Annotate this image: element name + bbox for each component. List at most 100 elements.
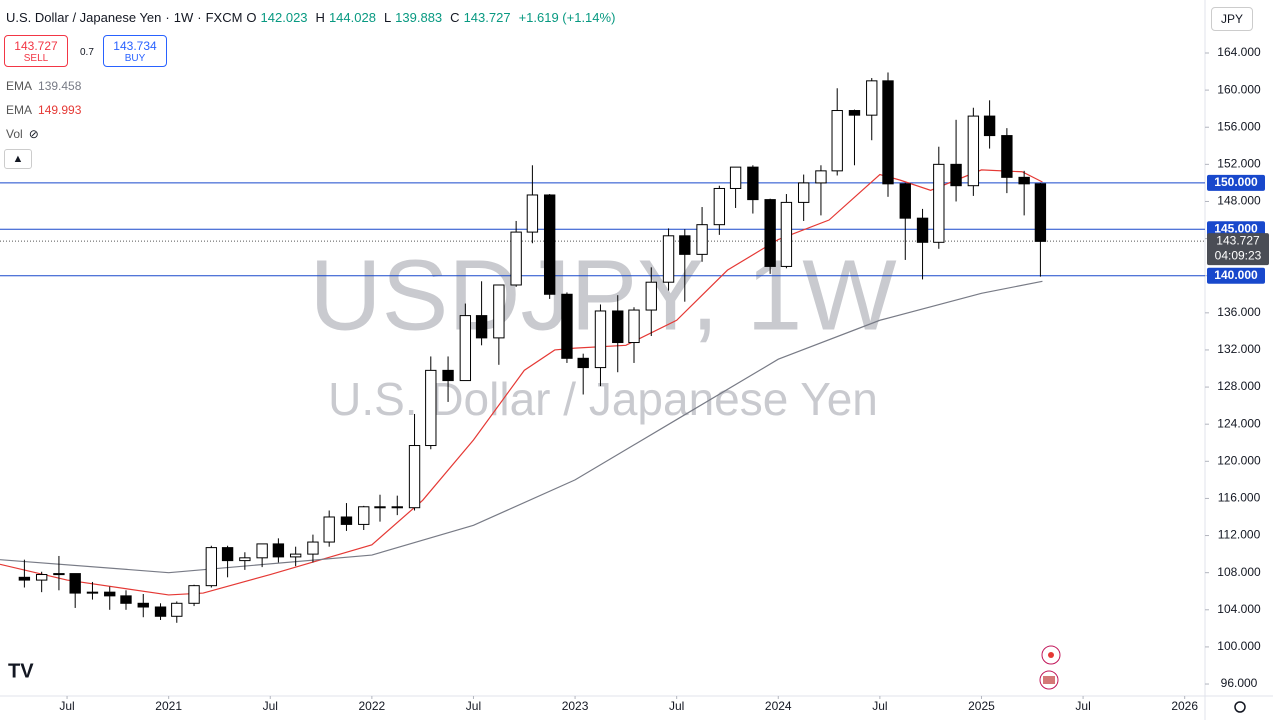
x-tick-label: 2026 <box>1171 699 1198 713</box>
candle <box>729 166 742 208</box>
candle <box>628 307 640 363</box>
candle-body <box>645 281 657 311</box>
candle <box>323 510 335 547</box>
candle-body <box>120 595 132 604</box>
candle <box>205 545 218 588</box>
x-tick-label: 2024 <box>765 699 792 713</box>
candle <box>561 292 573 363</box>
collapse-button[interactable]: ▲ <box>4 149 32 169</box>
candle-body <box>1034 183 1047 242</box>
ohlc-value: 144.028 <box>328 10 376 25</box>
y-tick-label: 116.000 <box>1218 491 1261 505</box>
candle-body <box>983 115 996 137</box>
change: +1.619 (+1.14%) <box>518 10 616 25</box>
svg-text:TV: TV <box>8 660 34 682</box>
candle-body <box>780 201 793 267</box>
currency-button[interactable]: JPY <box>1211 7 1253 31</box>
candle-body <box>239 557 251 562</box>
candle <box>69 573 81 608</box>
candle <box>221 545 234 578</box>
y-tick-label: 100.000 <box>1217 639 1261 653</box>
candle <box>848 109 861 166</box>
candle-body <box>205 547 218 587</box>
candle-body <box>272 543 285 558</box>
candle-body <box>154 606 167 617</box>
candle-body <box>561 293 573 359</box>
candle-body <box>86 591 99 594</box>
indicator-value: 139.458 <box>38 79 82 93</box>
buy-label: BUY <box>124 53 146 64</box>
y-tick-label: 152.000 <box>1217 157 1261 171</box>
candle-body <box>1001 135 1013 178</box>
level-label-box <box>1207 267 1265 284</box>
candle-body <box>577 357 589 369</box>
candle <box>442 356 454 402</box>
x-tick-label: Jul <box>1075 699 1090 713</box>
indicator[interactable]: EMA 139.458 <box>6 79 81 93</box>
candle <box>340 503 353 531</box>
settings-icon[interactable] <box>1234 701 1246 713</box>
candle <box>882 72 894 197</box>
candle-body <box>747 166 759 201</box>
candle <box>831 88 843 176</box>
candle <box>815 165 827 216</box>
event-icon[interactable] <box>1041 645 1061 665</box>
source: FXCM <box>205 10 243 25</box>
candle <box>358 505 370 530</box>
indicator-value: 149.993 <box>38 103 82 117</box>
candle <box>1001 128 1013 194</box>
indicator[interactable]: EMA 149.993 <box>6 103 81 117</box>
candle-body <box>662 235 675 283</box>
candle <box>289 546 302 567</box>
candle-body <box>256 543 268 559</box>
candle-body <box>967 115 980 187</box>
candle <box>797 174 810 221</box>
candle-body <box>848 110 861 116</box>
tv-logo: TV <box>8 660 34 682</box>
candle-body <box>221 547 234 562</box>
sell-price: 143.727 <box>14 39 58 53</box>
level-label: 140.000 <box>1214 268 1258 282</box>
candle <box>239 552 251 570</box>
candle-body <box>933 163 945 243</box>
candle <box>154 603 167 620</box>
candle <box>662 228 675 291</box>
indicator[interactable]: Vol ⊘ <box>6 127 39 141</box>
candle <box>612 295 624 373</box>
y-tick-label: 160.000 <box>1217 82 1261 96</box>
candle-body <box>526 194 539 233</box>
sell-button[interactable]: 143.727 SELL <box>4 35 68 67</box>
candle <box>493 284 505 365</box>
y-tick-label: 96.000 <box>1221 676 1258 690</box>
candle <box>713 185 726 235</box>
candle-body <box>916 217 929 243</box>
candle-body <box>188 585 200 604</box>
candle-body <box>459 315 472 382</box>
candle <box>408 413 421 511</box>
x-tick-label: 2025 <box>968 699 995 713</box>
flag-icon[interactable] <box>1039 670 1059 690</box>
candle-body <box>340 516 353 525</box>
candle <box>967 107 980 196</box>
y-tick-label: 132.000 <box>1217 342 1261 356</box>
candle-body <box>307 541 319 555</box>
watermark-description: U.S. Dollar / Japanese Yen <box>328 373 878 425</box>
candle <box>374 494 386 522</box>
candle-body <box>729 166 742 189</box>
candle <box>86 581 99 600</box>
candle <box>933 146 945 249</box>
candle-body <box>475 315 488 339</box>
y-tick-label: 136.000 <box>1217 305 1261 319</box>
candle-body <box>374 506 386 509</box>
x-tick-label: 2022 <box>359 699 386 713</box>
x-tick-label: 2021 <box>155 699 182 713</box>
candle-body <box>171 602 183 617</box>
candle <box>171 601 183 623</box>
buy-button[interactable]: 143.734 BUY <box>103 35 167 67</box>
candle <box>459 303 472 382</box>
candle-body <box>425 369 437 447</box>
candle <box>1034 182 1047 277</box>
candle <box>526 165 539 244</box>
candle-body <box>831 110 843 172</box>
